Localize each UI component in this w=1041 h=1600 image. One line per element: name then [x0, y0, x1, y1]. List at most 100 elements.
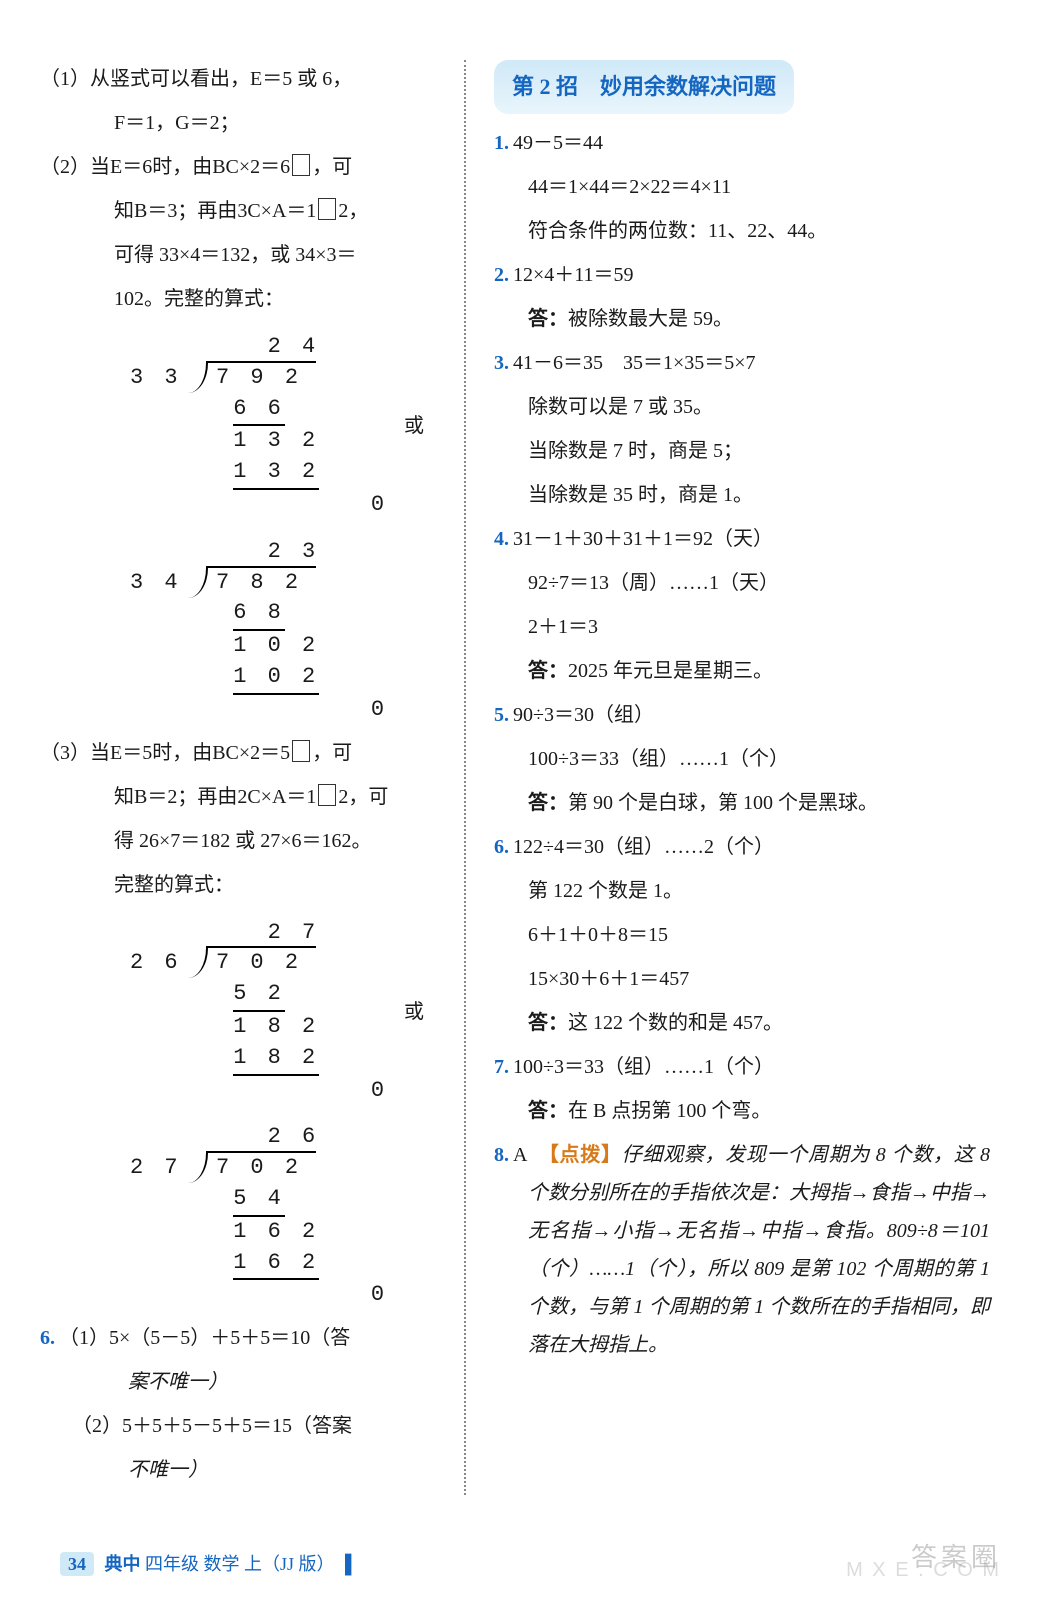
ld2-r2: 1 0 2: [130, 631, 388, 662]
q6b: （2）5＋5＋5－5＋5＝15（答案: [40, 1407, 440, 1445]
ld1-div: 3 3 7 9 2: [130, 363, 388, 394]
q6a-l1: 5×（5－5）＋5＋5＝10（答: [109, 1327, 350, 1349]
q6b-l2-wrap: 不唯一）: [40, 1451, 440, 1489]
p1: （1）从竖式可以看出，E＝5 或 6，: [40, 60, 440, 98]
ld1-r1: 6 6: [130, 394, 388, 427]
rq6-l1: 122÷4＝30（组）……2（个）: [513, 836, 774, 858]
rq5-l1: 90÷3＝30（组）: [513, 704, 654, 726]
rq6: 6.122÷4＝30（组）……2（个）: [494, 828, 990, 866]
p3-l2a: 知B＝2；再由2C×A＝1: [114, 786, 316, 808]
q6b-l1: 5＋5＋5－5＋5＝15（答案: [122, 1415, 352, 1437]
ld4-r4: 0: [130, 1280, 388, 1311]
rq2-ans: 答：被除数最大是 59。: [494, 300, 990, 338]
rq3-l1: 41－6＝35 35＝1×35＝5×7: [513, 352, 756, 374]
rq1-l1: 49－5＝44: [513, 132, 603, 154]
ld3-quotient: 2 7: [130, 918, 388, 949]
two-column-layout: （1）从竖式可以看出，E＝5 或 6， F＝1，G＝2； （2） 当E＝6时，由B…: [40, 60, 1001, 1495]
rq7-l1: 100÷3＝33（组）……1（个）: [513, 1056, 774, 1078]
q6b-l2: 不唯一）: [128, 1459, 208, 1481]
p1-l2: F＝1，G＝2；: [40, 104, 440, 142]
ld3-div: 2 6 7 0 2: [130, 948, 388, 979]
ld4-div: 2 7 7 0 2: [130, 1153, 388, 1184]
p2-l4: 102。完整的算式：: [40, 280, 440, 318]
ld4-r2: 1 6 2: [130, 1217, 388, 1248]
ld3-r4: 0: [130, 1076, 388, 1107]
rq6-l2: 第 122 个数是 1。: [494, 872, 990, 910]
rq5-l2: 100÷3＝33（组）……1（个）: [494, 740, 990, 778]
long-division-1: 2 4 3 3 7 9 2 6 6 1 3 2 1 3 2 0: [130, 332, 388, 521]
rq6-ans: 答：这 122 个数的和是 457。: [494, 1004, 990, 1042]
rq3-l2: 除数可以是 7 或 35。: [494, 388, 990, 426]
rq4: 4.31－1＋30＋31＋1＝92（天）: [494, 520, 990, 558]
p3-l3: 得 26×7＝182 或 27×6＝162。: [40, 822, 440, 860]
p2-l1a: 当E＝6时，由BC×2＝6: [90, 156, 290, 178]
rq7-ans: 答：在 B 点拐第 100 个弯。: [494, 1092, 990, 1130]
p3-l1b: ，可: [312, 742, 352, 764]
ld1-quotient: 2 4: [130, 332, 388, 363]
or-label-1: 或: [404, 407, 424, 445]
p3-l2: 知B＝2；再由2C×A＝12，可: [40, 778, 440, 816]
p2-l2: 知B＝3；再由3C×A＝1 2，: [40, 192, 440, 230]
q6a-l2: 案不唯一）: [128, 1371, 228, 1393]
long-division-4: 2 6 2 7 7 0 2 5 4 1 6 2 1 6 2 0: [130, 1122, 388, 1311]
page: （1）从竖式可以看出，E＝5 或 6， F＝1，G＝2； （2） 当E＝6时，由B…: [0, 0, 1041, 1600]
p2: （2）当E＝6时，由BC×2＝6，可: [40, 148, 440, 186]
long-division-2: 2 3 3 4 7 8 2 6 8 1 0 2 1 0 2 0: [130, 537, 388, 726]
rq2-anslabel: 答：: [528, 308, 568, 330]
rq2-l1: 12×4＋11＝59: [513, 264, 634, 286]
rq1-l3: 符合条件的两位数：11、22、44。: [494, 212, 990, 250]
rq7: 7.100÷3＝33（组）……1（个）: [494, 1048, 990, 1086]
rq7-anstext: 在 B 点拐第 100 个弯。: [568, 1100, 771, 1122]
ld2-div: 3 4 7 8 2: [130, 568, 388, 599]
page-footer: 34 典中 四年级 数学 上（JJ 版） ▌: [60, 1550, 358, 1576]
q6: 6.（1）5×（5－5）＋5＋5＝10（答: [40, 1319, 440, 1357]
ld4-quotient: 2 6: [130, 1122, 388, 1153]
p3-l4: 完整的算式：: [40, 866, 440, 904]
p2-l1b: ，可: [312, 156, 352, 178]
rq3-l4: 当除数是 35 时，商是 1。: [494, 476, 990, 514]
rq6-l4: 15×30＋6＋1＝457: [494, 960, 990, 998]
rq1-l2: 44＝1×44＝2×22＝4×11: [494, 168, 990, 206]
p2-l3: 可得 33×4＝132，或 34×3＝: [40, 236, 440, 274]
blank-box: [318, 198, 336, 220]
rq5-ans: 答：第 90 个是白球，第 100 个是黑球。: [494, 784, 990, 822]
rq5-anslabel: 答：: [528, 792, 568, 814]
ld3-r1: 5 2: [130, 979, 388, 1012]
q6b-label: （2）: [72, 1415, 122, 1437]
long-division-3: 2 7 2 6 7 0 2 5 2 1 8 2 1 8 2 0: [130, 918, 388, 1107]
rq6-anstext: 这 122 个数的和是 457。: [568, 1012, 783, 1034]
rq7-num: 7.: [494, 1056, 509, 1078]
column-divider: [464, 60, 466, 1495]
p2-l2b: 2，: [338, 200, 368, 222]
rq1: 1.49－5＝44: [494, 124, 990, 162]
p3: （3）当E＝5时，由BC×2＝5，可: [40, 734, 440, 772]
rq6-num: 6.: [494, 836, 509, 858]
ld2-r1: 6 8: [130, 598, 388, 631]
watermark-2: M X E . C O M: [846, 1559, 1001, 1582]
rq4-l3: 2＋1＝3: [494, 608, 990, 646]
ld1-r3: 1 3 2: [130, 457, 388, 490]
ld4-r1: 5 4: [130, 1184, 388, 1217]
rq1-num: 1.: [494, 132, 509, 154]
rq8-text: 仔细观察，发现一个周期为 8 个数，这 8 个数分别所在的手指依次是：大拇指→食…: [528, 1144, 990, 1356]
footer-text: 四年级 数学 上（JJ 版）: [145, 1554, 335, 1574]
rq3-num: 3.: [494, 352, 509, 374]
ld4-r3: 1 6 2: [130, 1248, 388, 1281]
rq4-anslabel: 答：: [528, 660, 568, 682]
ld2-r4: 0: [130, 695, 388, 726]
ld2-quotient: 2 3: [130, 537, 388, 568]
blank-box: [318, 784, 336, 806]
rq4-num: 4.: [494, 528, 509, 550]
p2-l2a: 知B＝3；再由3C×A＝1: [114, 200, 316, 222]
rq3: 3.41－6＝35 35＝1×35＝5×7: [494, 344, 990, 382]
rq2-anstext: 被除数最大是 59。: [568, 308, 733, 330]
left-column: （1）从竖式可以看出，E＝5 或 6， F＝1，G＝2； （2） 当E＝6时，由B…: [40, 60, 460, 1495]
rq5: 5.90÷3＝30（组）: [494, 696, 990, 734]
q6a-l2-wrap: 案不唯一）: [40, 1363, 440, 1401]
rq8-dianbo: 【点拨】: [539, 1144, 622, 1166]
p1-l1: 从竖式可以看出，E＝5 或 6，: [90, 68, 352, 90]
rq6-anslabel: 答：: [528, 1012, 568, 1034]
p1-label: （1）: [40, 68, 90, 90]
rq7-anslabel: 答：: [528, 1100, 568, 1122]
rq8: 8.A 【点拨】仔细观察，发现一个周期为 8 个数，这 8 个数分别所在的手指依…: [494, 1136, 990, 1364]
